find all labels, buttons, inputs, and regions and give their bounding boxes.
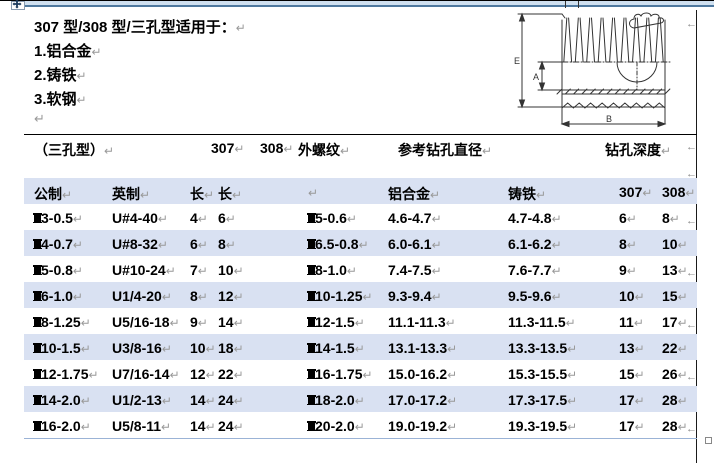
svg-text:A: A xyxy=(533,72,539,82)
svg-text:B: B xyxy=(606,114,612,124)
svg-text:E: E xyxy=(514,56,520,66)
